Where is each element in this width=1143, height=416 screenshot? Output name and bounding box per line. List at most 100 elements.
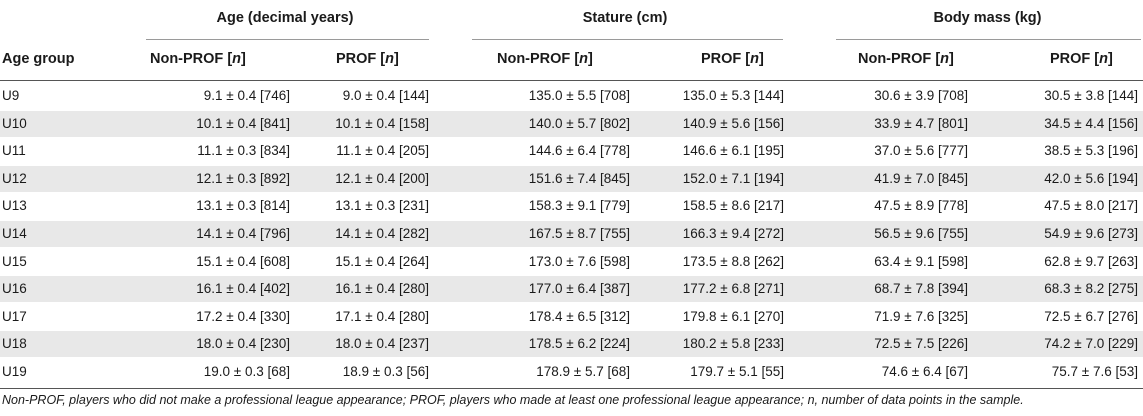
group-underline-body-mass: [836, 39, 1141, 40]
cell-mass-prof: 72.5 ± 6.7 [276]: [1044, 308, 1138, 324]
cell-mass-nonprof: 47.5 ± 8.9 [778]: [874, 198, 968, 214]
cell-age-group: U9: [2, 88, 20, 103]
cell-age-prof: 11.1 ± 0.4 [205]: [336, 143, 429, 159]
cell-mass-nonprof: 71.9 ± 7.6 [325]: [874, 308, 968, 324]
table-row: U14 14.1 ± 0.4 [796] 14.1 ± 0.4 [282] 167.5…: [0, 221, 1143, 247]
cell-stature-prof: 177.2 ± 6.8 [271]: [682, 281, 784, 297]
table-row: U9 9.1 ± 0.4 [746] 9.0 ± 0.4 [144] 135.0 ± …: [0, 83, 1143, 109]
cell-stature-nonprof: 151.6 ± 7.4 [845]: [528, 170, 630, 186]
cell-age-prof: 18.9 ± 0.3 [56]: [342, 364, 429, 379]
cell-age-prof: 12.1 ± 0.4 [200]: [335, 170, 429, 186]
cell-age-prof: 18.0 ± 0.4 [237]: [335, 336, 429, 352]
table-row: U16 16.1 ± 0.4 [402] 16.1 ± 0.4 [280] 177.0…: [0, 276, 1143, 303]
cell-stature-nonprof: 177.0 ± 6.4 [387]: [528, 281, 630, 297]
table-row: U10 10.1 ± 0.4 [841] 10.1 ± 0.4 [158] 140.0…: [0, 110, 1143, 137]
table-row: U18 18.0 ± 0.4 [230] 18.0 ± 0.4 [237] 178.5…: [0, 331, 1143, 358]
cell-mass-nonprof: 56.5 ± 9.6 [755]: [874, 226, 968, 241]
header-rule: [0, 80, 1143, 81]
cell-age-group: U16: [2, 281, 27, 297]
cell-stature-prof: 166.3 ± 9.4 [272]: [682, 226, 784, 241]
cell-stature-nonprof: 158.3 ± 9.1 [779]: [528, 198, 630, 214]
cell-stature-prof: 135.0 ± 5.3 [144]: [682, 88, 784, 103]
cell-mass-nonprof: 41.9 ± 7.0 [845]: [874, 170, 968, 186]
cell-age-group: U12: [2, 170, 27, 186]
cell-stature-nonprof: 140.0 ± 5.7 [802]: [528, 115, 630, 131]
group-header-stature: Stature (cm): [582, 10, 668, 26]
cell-mass-nonprof: 33.9 ± 4.7 [801]: [874, 115, 968, 131]
cell-mass-nonprof: 72.5 ± 7.5 [226]: [874, 336, 968, 352]
cell-mass-prof: 47.5 ± 8.0 [217]: [1044, 198, 1138, 214]
cell-age-group: U14: [2, 226, 27, 241]
cell-age-group: U15: [2, 253, 27, 269]
cell-age-group: U13: [2, 198, 27, 214]
cell-age-nonprof: 14.1 ± 0.4 [796]: [196, 226, 290, 241]
cell-mass-prof: 38.5 ± 5.3 [196]: [1044, 143, 1138, 159]
cell-age-prof: 16.1 ± 0.4 [280]: [335, 281, 429, 297]
bottom-rule: [0, 388, 1143, 389]
cell-stature-nonprof: 173.0 ± 7.6 [598]: [528, 253, 630, 269]
cell-age-prof: 10.1 ± 0.4 [158]: [335, 115, 429, 131]
cell-stature-nonprof: 178.9 ± 5.7 [68]: [536, 364, 630, 379]
cell-age-prof: 9.0 ± 0.4 [144]: [342, 88, 429, 103]
cell-age-prof: 15.1 ± 0.4 [264]: [335, 253, 429, 269]
cell-stature-prof: 179.7 ± 5.1 [55]: [690, 364, 784, 379]
cell-mass-prof: 75.7 ± 7.6 [53]: [1051, 364, 1138, 379]
col-header-stature-prof: PROF [n]: [701, 51, 764, 67]
cell-stature-nonprof: 178.4 ± 6.5 [312]: [528, 308, 630, 324]
cell-stature-prof: 180.2 ± 5.8 [233]: [682, 336, 784, 352]
table-row: U19 19.0 ± 0.3 [68] 18.9 ± 0.3 [56] 178.9 ±…: [0, 359, 1143, 385]
group-header-body-mass: Body mass (kg): [933, 10, 1042, 26]
cell-stature-nonprof: 135.0 ± 5.5 [708]: [528, 88, 630, 103]
col-header-age-prof: PROF [n]: [336, 51, 399, 67]
cell-stature-nonprof: 178.5 ± 6.2 [224]: [528, 336, 630, 352]
cell-age-prof: 14.1 ± 0.4 [282]: [335, 226, 429, 241]
col-header-mass-prof: PROF [n]: [1050, 51, 1113, 67]
cell-age-nonprof: 11.1 ± 0.3 [834]: [197, 143, 290, 159]
cell-stature-nonprof: 167.5 ± 8.7 [755]: [528, 226, 630, 241]
table-row: U12 12.1 ± 0.3 [892] 12.1 ± 0.4 [200] 151.6…: [0, 165, 1143, 192]
cell-stature-prof: 179.8 ± 6.1 [270]: [682, 308, 784, 324]
group-header-age: Age (decimal years): [216, 10, 354, 26]
cell-age-nonprof: 19.0 ± 0.3 [68]: [203, 364, 290, 379]
cell-mass-nonprof: 63.4 ± 9.1 [598]: [874, 253, 968, 269]
table-row: U17 17.2 ± 0.4 [330] 17.1 ± 0.4 [280] 178.4…: [0, 304, 1143, 330]
cell-age-group: U17: [2, 308, 27, 324]
cell-mass-prof: 30.5 ± 3.8 [144]: [1044, 88, 1138, 103]
table-row: U13 13.1 ± 0.3 [814] 13.1 ± 0.3 [231] 158.3…: [0, 193, 1143, 219]
cell-mass-prof: 54.9 ± 9.6 [273]: [1044, 226, 1138, 241]
cell-stature-prof: 152.0 ± 7.1 [194]: [682, 170, 784, 186]
cell-age-nonprof: 16.1 ± 0.4 [402]: [196, 281, 290, 297]
cell-stature-nonprof: 144.6 ± 6.4 [778]: [528, 143, 630, 159]
group-underline-age: [146, 39, 429, 40]
cell-stature-prof: 140.9 ± 5.6 [156]: [682, 115, 784, 131]
table-row: U15 15.1 ± 0.4 [608] 15.1 ± 0.4 [264] 173.0…: [0, 249, 1143, 275]
cell-age-prof: 17.1 ± 0.4 [280]: [335, 308, 429, 324]
table-row: U11 11.1 ± 0.3 [834] 11.1 ± 0.4 [205] 144.6…: [0, 138, 1143, 164]
cell-age-nonprof: 15.1 ± 0.4 [608]: [196, 253, 290, 269]
cell-age-nonprof: 9.1 ± 0.4 [746]: [203, 88, 290, 103]
cell-mass-nonprof: 37.0 ± 5.6 [777]: [874, 143, 968, 159]
cell-mass-prof: 34.5 ± 4.4 [156]: [1044, 115, 1138, 131]
cell-age-group: U11: [2, 143, 26, 159]
cell-stature-prof: 146.6 ± 6.1 [195]: [682, 143, 784, 159]
cell-age-nonprof: 10.1 ± 0.4 [841]: [196, 115, 290, 131]
cell-age-nonprof: 17.2 ± 0.4 [330]: [196, 308, 290, 324]
cell-mass-nonprof: 74.6 ± 6.4 [67]: [881, 364, 968, 379]
cell-mass-nonprof: 30.6 ± 3.9 [708]: [874, 88, 968, 103]
col-header-age-group: Age group: [2, 51, 75, 67]
cell-mass-prof: 68.3 ± 8.2 [275]: [1044, 281, 1138, 297]
cell-age-nonprof: 13.1 ± 0.3 [814]: [196, 198, 290, 214]
cell-stature-prof: 158.5 ± 8.6 [217]: [682, 198, 784, 214]
cell-age-nonprof: 12.1 ± 0.3 [892]: [196, 170, 290, 186]
group-underline-stature: [472, 39, 783, 40]
cell-age-prof: 13.1 ± 0.3 [231]: [335, 198, 429, 214]
cell-age-group: U10: [2, 115, 27, 131]
col-header-mass-nonprof: Non-PROF [n]: [858, 51, 954, 67]
cell-age-group: U19: [2, 364, 27, 379]
col-header-age-nonprof: Non-PROF [n]: [150, 51, 246, 67]
cell-stature-prof: 173.5 ± 8.8 [262]: [682, 253, 784, 269]
cell-mass-prof: 42.0 ± 5.6 [194]: [1044, 170, 1138, 186]
col-header-stature-nonprof: Non-PROF [n]: [497, 51, 593, 67]
cell-mass-prof: 74.2 ± 7.0 [229]: [1044, 336, 1138, 352]
